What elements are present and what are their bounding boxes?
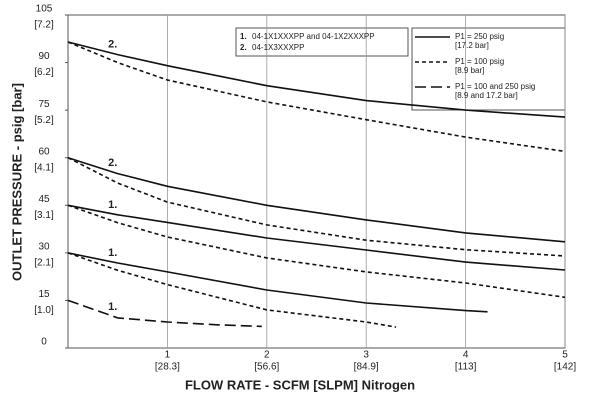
x-tick-sublabel: [56.6] bbox=[254, 362, 279, 373]
curve-label: 1. bbox=[108, 199, 117, 211]
series-line bbox=[67, 156, 566, 257]
series-line bbox=[67, 204, 566, 271]
y-tick-label: 0 bbox=[41, 337, 47, 348]
curve-label: 2. bbox=[108, 157, 117, 169]
series-line bbox=[67, 156, 566, 243]
legend-text: [8.9 and 17.2 bar] bbox=[455, 91, 518, 100]
x-axis-title: FLOW RATE - SCFM [SLPM] Nitrogen bbox=[185, 377, 415, 392]
series-line bbox=[67, 252, 488, 313]
curve-label: 1. bbox=[108, 301, 117, 313]
series-line bbox=[67, 299, 262, 328]
y-tick-label: 60 bbox=[38, 146, 50, 157]
x-tick-sublabel: [142] bbox=[554, 362, 576, 373]
x-tick-sublabel: [28.3] bbox=[155, 362, 180, 373]
legend-marker: 1. bbox=[240, 32, 247, 41]
series-line bbox=[67, 204, 566, 299]
legend-box bbox=[235, 27, 409, 57]
x-tick-label: 5 bbox=[562, 350, 568, 361]
y-tick-sublabel: [6.2] bbox=[34, 67, 54, 78]
series-line bbox=[67, 252, 397, 328]
legend-text: [17.2 bar] bbox=[455, 41, 489, 50]
x-tick-label: 1 bbox=[165, 350, 171, 361]
y-tick-label: 15 bbox=[38, 289, 50, 300]
legend-text: P1 = 100 psig bbox=[455, 57, 504, 66]
y-axis-title: OUTLET PRESSURE - psig [bar] bbox=[9, 83, 24, 281]
y-tick-label: 45 bbox=[38, 194, 50, 205]
y-tick-label: 90 bbox=[38, 51, 50, 62]
legend-text: P1 = 100 and 250 psig bbox=[455, 82, 535, 91]
legend-box bbox=[411, 27, 566, 111]
y-tick-sublabel: [4.1] bbox=[34, 162, 54, 173]
x-tick-label: 3 bbox=[363, 350, 369, 361]
x-tick-label: 4 bbox=[463, 350, 469, 361]
x-tick-sublabel: [84.9] bbox=[354, 362, 379, 373]
legend-text: [8.9 bar] bbox=[455, 66, 484, 75]
legend-text: P1 = 250 psig bbox=[455, 32, 504, 41]
curve-label: 1. bbox=[108, 247, 117, 259]
y-tick-label: 105 bbox=[36, 4, 53, 15]
series-line bbox=[67, 41, 566, 118]
x-tick-label: 2 bbox=[264, 350, 270, 361]
y-tick-label: 30 bbox=[38, 241, 50, 252]
curve-label: 2. bbox=[108, 38, 117, 50]
y-tick-sublabel: [5.2] bbox=[34, 115, 54, 126]
x-tick-sublabel: [113] bbox=[455, 362, 477, 373]
legend-marker: 2. bbox=[240, 43, 247, 52]
y-tick-sublabel: [1.0] bbox=[34, 305, 54, 316]
y-tick-sublabel: [7.2] bbox=[34, 20, 54, 31]
legend-text: 04-1X1XXXPP and 04-1X2XXXPP bbox=[252, 32, 375, 41]
y-tick-sublabel: [2.1] bbox=[34, 257, 54, 268]
legend-text: 04-1X3XXXPP bbox=[252, 43, 304, 52]
y-tick-sublabel: [3.1] bbox=[34, 210, 54, 221]
y-tick-label: 75 bbox=[38, 99, 50, 110]
